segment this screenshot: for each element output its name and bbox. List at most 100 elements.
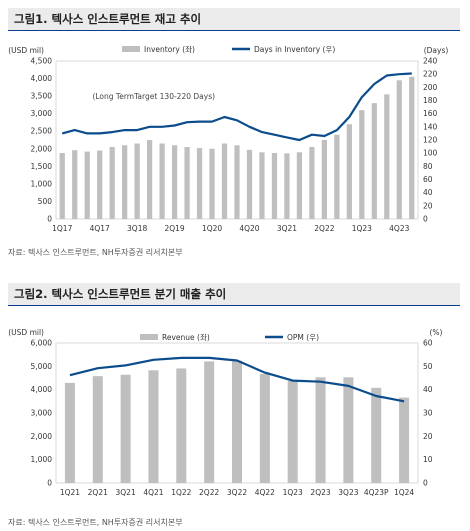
bar-4Q23 <box>396 80 402 219</box>
bar-1Q24 <box>399 397 410 483</box>
bar-2Q23 <box>371 103 377 219</box>
left-tick-label: 2,000 <box>31 144 53 153</box>
bar-4Q23P <box>371 387 382 483</box>
right-tick-label: 80 <box>423 162 433 171</box>
bar-3Q23 <box>384 94 390 219</box>
bar-3Q19 <box>184 147 190 219</box>
figure1-source: 자료: 텍사스 인스트루먼트, NH투자증권 리서치본부 <box>8 248 183 257</box>
figure1-title-bar: 그림1. 텍사스 인스트루먼트 재고 추이 <box>8 8 460 30</box>
x-tick-label: 4Q20 <box>239 224 259 233</box>
bar-2Q23 <box>315 377 326 483</box>
bar-2Q20 <box>221 143 228 219</box>
bar-3Q21 <box>120 374 131 483</box>
bar-4Q21 <box>148 370 159 483</box>
bar-1Q24 <box>409 76 415 219</box>
left-tick-label: 0 <box>47 215 52 224</box>
right-tick-label: 240 <box>423 57 438 66</box>
x-tick-label: 1Q22 <box>171 488 191 497</box>
bar-1Q22 <box>309 147 315 219</box>
right-tick-label: 160 <box>423 109 438 118</box>
figure2-title: 그림2. 텍사스 인스트루먼트 분기 매출 추이 <box>14 287 227 301</box>
x-tick-label: 2Q21 <box>88 488 108 497</box>
legend-bar-swatch <box>140 334 158 340</box>
right-tick-label: 30 <box>423 409 433 418</box>
x-tick-label: 4Q23 <box>389 224 409 233</box>
figure2-title-bar: 그림2. 텍사스 인스트루먼트 분기 매출 추이 <box>8 283 460 305</box>
left-tick-label: 2,500 <box>31 127 53 136</box>
left-tick-label: 4,500 <box>31 57 53 66</box>
x-tick-label: 3Q21 <box>277 224 297 233</box>
legend-bar-label: Inventory (좌) <box>144 45 195 54</box>
left-axis-unit: (USD mil) <box>8 46 44 55</box>
left-tick-label: 3,000 <box>31 109 53 118</box>
bar-4Q17 <box>97 150 103 219</box>
bar-3Q17 <box>84 151 90 219</box>
bar-2Q21 <box>92 376 103 483</box>
legend-bar-swatch <box>122 46 140 52</box>
bar-4Q22 <box>346 124 352 219</box>
bar-1Q17 <box>59 152 65 219</box>
right-tick-label: 0 <box>423 215 428 224</box>
left-tick-label: 500 <box>38 197 53 206</box>
bar-2Q19 <box>171 145 178 219</box>
right-tick-label: 40 <box>423 385 433 394</box>
left-tick-label: 1,000 <box>31 179 53 188</box>
x-tick-label: 4Q21 <box>143 488 163 497</box>
bar-2Q21 <box>271 152 278 219</box>
right-tick-label: 180 <box>423 96 438 105</box>
bar-1Q21 <box>259 152 265 219</box>
bar-4Q22 <box>259 374 270 483</box>
right-tick-label: 200 <box>423 83 438 92</box>
x-tick-label: 4Q22 <box>255 488 275 497</box>
x-tick-label: 4Q17 <box>90 224 110 233</box>
bar-4Q21 <box>296 152 303 219</box>
left-tick-label: 6,000 <box>31 339 53 348</box>
bar-2Q17 <box>72 150 78 219</box>
right-tick-label: 60 <box>423 175 433 184</box>
x-tick-label: 1Q17 <box>52 224 72 233</box>
x-tick-label: 4Q23P <box>364 488 389 497</box>
figure2-title-underline <box>8 305 460 306</box>
bar-1Q23 <box>359 110 365 219</box>
x-tick-label: 3Q23 <box>338 488 358 497</box>
bar-1Q22 <box>176 368 187 483</box>
bar-1Q20 <box>209 148 215 219</box>
left-tick-label: 4,000 <box>31 74 53 83</box>
left-tick-label: 4,000 <box>31 385 53 394</box>
right-tick-label: 50 <box>423 362 433 371</box>
right-tick-label: 220 <box>423 70 438 79</box>
legend-line-label: Days in Inventory (우) <box>254 45 335 54</box>
right-tick-label: 100 <box>423 149 438 158</box>
bar-1Q23 <box>287 380 298 483</box>
x-tick-label: 1Q23 <box>352 224 372 233</box>
x-tick-label: 1Q20 <box>202 224 222 233</box>
bar-4Q19 <box>196 148 203 219</box>
left-tick-label: 3,000 <box>31 409 53 418</box>
inventory-chart: (USD mil) (Days) 0 500 1,000 1,500 2,000 2,500 3… <box>8 45 449 233</box>
right-tick-label: 20 <box>423 432 433 441</box>
bar-3Q20 <box>234 145 240 219</box>
x-tick-label: 2Q22 <box>199 488 219 497</box>
x-tick-label: 1Q23 <box>283 488 303 497</box>
bar-2Q22 <box>204 361 215 483</box>
bar-4Q20 <box>246 149 253 219</box>
right-tick-label: 40 <box>423 188 433 197</box>
left-tick-label: 5,000 <box>31 362 53 371</box>
bar-3Q23 <box>343 377 354 483</box>
left-tick-label: 1,000 <box>31 455 53 464</box>
left-tick-label: 3,500 <box>31 92 53 101</box>
right-tick-label: 120 <box>423 136 438 145</box>
x-tick-label: 2Q23 <box>310 488 330 497</box>
x-tick-label: 2Q22 <box>314 224 334 233</box>
x-tick-label: 2Q19 <box>164 224 184 233</box>
figure1-title: 그림1. 텍사스 인스트루먼트 재고 추이 <box>14 12 202 26</box>
left-tick-label: 0 <box>47 479 52 488</box>
left-axis-unit: (USD mil) <box>8 328 44 337</box>
left-tick-label: 2,000 <box>31 432 53 441</box>
bar-1Q18 <box>109 147 115 219</box>
x-tick-label: 3Q18 <box>127 224 147 233</box>
bar-3Q18 <box>134 143 140 219</box>
right-axis-unit: (Days) <box>424 46 449 55</box>
legend-bar-label: Revenue (좌) <box>162 333 210 342</box>
right-tick-label: 10 <box>423 455 433 464</box>
